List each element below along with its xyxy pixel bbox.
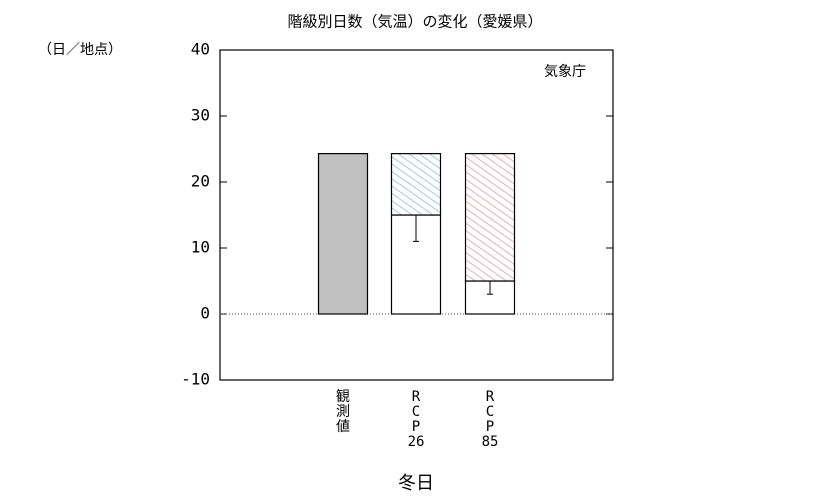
x-tick-label: R [412, 389, 421, 405]
source-label: 気象庁 [544, 64, 586, 80]
x-axis-label: 冬日 [398, 473, 434, 494]
y-tick-label: 20 [191, 172, 210, 191]
chart-title: 階級別日数（気温）の変化（愛媛県） [287, 13, 542, 31]
y-tick-label: -10 [181, 370, 210, 389]
x-tick-label: 測 [336, 404, 350, 420]
x-tick-label: P [412, 419, 420, 435]
y-tick-label: 30 [191, 106, 210, 125]
x-tick-label: 値 [336, 419, 350, 435]
x-tick-label: 26 [408, 434, 425, 450]
x-tick-label: R [486, 389, 495, 405]
bar [390, 153, 442, 216]
x-tick-label: 85 [482, 434, 499, 450]
plot-frame [219, 49, 614, 381]
bar [464, 153, 516, 282]
x-tick-label: 観 [336, 388, 350, 405]
y-unit-label: （日／地点） [38, 42, 122, 58]
y-tick-label: 0 [200, 304, 210, 323]
x-tick-label: C [486, 404, 494, 420]
y-tick-label: 40 [191, 40, 210, 59]
bar [317, 153, 369, 315]
x-tick-label: P [486, 419, 494, 435]
y-tick-label: 10 [191, 238, 210, 257]
x-tick-label: C [412, 404, 420, 420]
